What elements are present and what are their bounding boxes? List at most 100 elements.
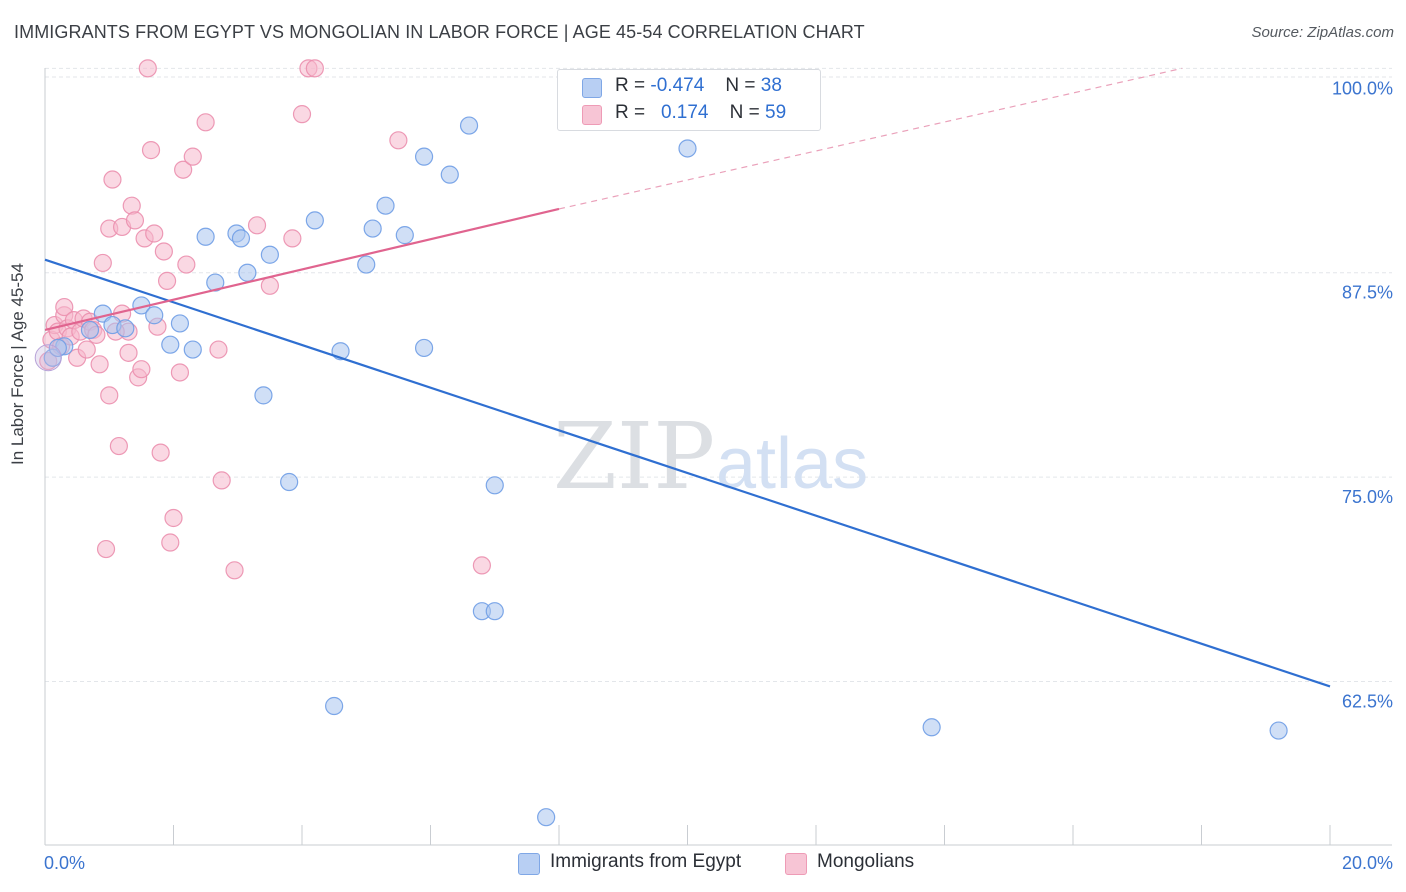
- legend-n-value: 38: [760, 75, 782, 96]
- x-tick-label-max: 20.0%: [1342, 853, 1393, 873]
- egypt-point: [116, 319, 135, 338]
- y-tick-label: 75.0%: [1342, 487, 1393, 507]
- egypt-point: [485, 476, 504, 495]
- legend-r-value: 0.174: [660, 102, 709, 123]
- egypt-point: [238, 263, 257, 282]
- y-tick-label: 62.5%: [1342, 691, 1393, 711]
- bottom-legend-label-egypt: Immigrants from Egypt: [550, 851, 742, 872]
- mongolian-point: [93, 253, 112, 273]
- mongolian-point: [145, 224, 164, 243]
- mongolian-point: [209, 340, 228, 359]
- legend-r-label: R =: [615, 75, 646, 96]
- egypt-point: [280, 472, 299, 492]
- mongolian-point: [55, 297, 74, 317]
- cluster-point: [34, 344, 62, 372]
- correlation-legend: R = -0.474 N = 38 R = 0.174 N = 59: [557, 69, 821, 131]
- mongolian-point: [212, 471, 231, 490]
- legend-n-label: N =: [725, 75, 756, 96]
- mongolian-point: [177, 255, 196, 274]
- mongolian-point: [283, 229, 302, 248]
- egypt-point: [196, 227, 215, 246]
- legend-n-label: N =: [729, 102, 760, 123]
- egypt-point: [254, 386, 273, 405]
- mongolian-trend-line: [44, 207, 560, 332]
- legend-swatch-egypt: [582, 78, 602, 98]
- mongolian-point: [174, 160, 193, 179]
- legend-r-value: -0.474: [650, 75, 705, 96]
- egypt-point: [485, 602, 504, 621]
- bottom-legend-label-mongolians: Mongolians: [817, 851, 915, 872]
- watermark-atlas: atlas: [716, 424, 868, 504]
- egypt-point: [414, 147, 434, 166]
- mongolian-point: [225, 561, 244, 580]
- mongolian-point: [96, 539, 116, 559]
- mongolian-point: [170, 363, 190, 382]
- egypt-point: [260, 245, 279, 264]
- mongolian-point: [154, 242, 173, 261]
- source-label: Source: ZipAtlas.com: [1251, 24, 1394, 41]
- mongolian-point: [103, 170, 122, 189]
- mongolian-point: [132, 360, 151, 379]
- mongolian-point: [260, 276, 279, 295]
- mongolian-point: [164, 508, 183, 528]
- legend-text-egypt: R = -0.474 N = 38: [615, 75, 782, 97]
- axes: [44, 68, 1392, 846]
- legend-text-mongolians: R = 0.174 N = 59: [615, 102, 786, 124]
- egypt-point: [459, 116, 479, 135]
- mongolian-point: [125, 211, 145, 230]
- tick-labels: 62.5% 75.0% 87.5% 100.0% 0.0% 20.0%: [44, 78, 1393, 873]
- mongolian-point: [151, 443, 170, 462]
- egypt-trend-line: [44, 258, 1331, 688]
- bottom-legend-swatch-egypt: [518, 853, 540, 875]
- egypt-point: [363, 219, 382, 238]
- mongolian-point: [138, 59, 157, 78]
- egypt-point: [357, 255, 376, 274]
- y-tick-label: 87.5%: [1342, 283, 1393, 303]
- mongolian-point: [472, 556, 491, 575]
- egypt-point: [170, 314, 190, 333]
- mongolian-point: [77, 340, 96, 359]
- egypt-point: [325, 696, 344, 716]
- egypt-point: [48, 338, 67, 358]
- grid-lines: [45, 67, 1392, 682]
- mongolian-point: [292, 105, 312, 124]
- egypt-point: [80, 320, 100, 340]
- mongolian-point: [196, 113, 215, 132]
- mongolian-point: [161, 533, 180, 552]
- mongolian-point: [389, 131, 408, 150]
- x-tick-label-min: 0.0%: [44, 853, 85, 873]
- trend-lines: [44, 67, 1331, 688]
- mongolian-point: [141, 141, 161, 160]
- legend-n-value: 59: [765, 102, 787, 123]
- mongolian-trend-extension: [558, 67, 1183, 210]
- y-tick-label: 100.0%: [1332, 78, 1393, 98]
- mongolian-point: [122, 196, 141, 215]
- mongolian-point: [305, 59, 324, 78]
- egypt-point: [305, 211, 324, 230]
- mongolian-point: [183, 147, 202, 166]
- egypt-point: [183, 340, 202, 359]
- mongolian-point: [109, 436, 128, 456]
- legend-r-label: R =: [615, 102, 646, 123]
- egypt-point: [145, 306, 164, 325]
- bottom-legend-swatch-mongolians: [785, 853, 807, 875]
- egypt-point: [922, 718, 941, 737]
- chart-title: IMMIGRANTS FROM EGYPT VS MONGOLIAN IN LA…: [14, 22, 865, 42]
- y-axis-label: In Labor Force | Age 45-54: [8, 263, 27, 465]
- watermark-zip: ZIP: [553, 403, 715, 510]
- egypt-point: [231, 229, 251, 248]
- mongolian-point: [247, 216, 267, 235]
- mongolian-point: [157, 271, 177, 291]
- egypt-point: [206, 273, 225, 292]
- egypt-point: [678, 139, 697, 158]
- mongolian-point: [90, 355, 109, 374]
- egypt-point: [440, 165, 459, 184]
- egypt-point: [414, 338, 434, 358]
- egypt-point: [537, 808, 556, 827]
- egypt-point: [376, 196, 395, 215]
- data-points: [34, 59, 1288, 827]
- legend-swatch-mongolians: [582, 105, 602, 125]
- egypt-point: [161, 335, 180, 354]
- mongolian-point: [119, 343, 138, 362]
